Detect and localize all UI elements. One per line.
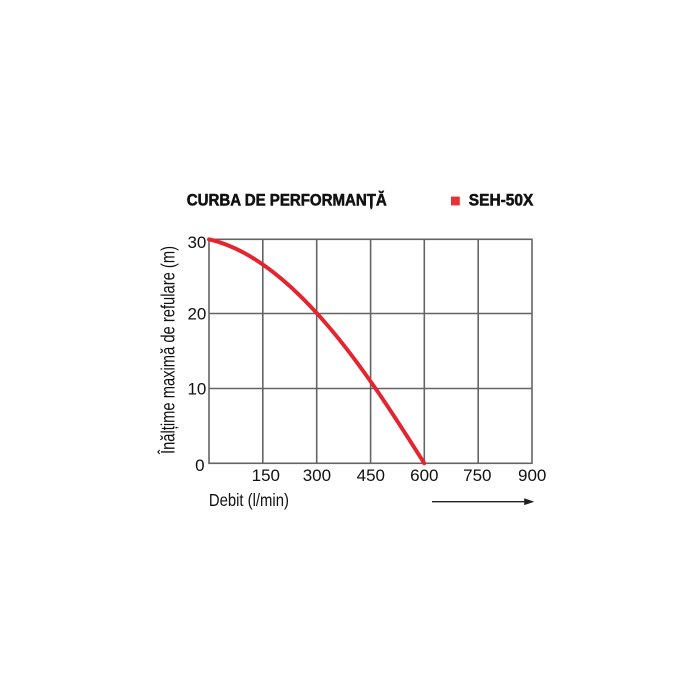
svg-text:300: 300 [303, 466, 331, 485]
svg-text:150: 150 [252, 466, 280, 485]
svg-text:Înălțime maximă de refulare (m: Înălțime maximă de refulare (m) [157, 246, 180, 455]
svg-text:10: 10 [187, 380, 206, 399]
svg-text:450: 450 [357, 466, 385, 485]
svg-text:900: 900 [518, 466, 546, 485]
svg-text:750: 750 [463, 466, 491, 485]
svg-text:Debit (l/min): Debit (l/min) [209, 490, 289, 510]
svg-text:SEH-50X: SEH-50X [469, 192, 534, 210]
svg-text:20: 20 [187, 305, 206, 324]
svg-text:600: 600 [410, 466, 438, 485]
svg-text:30: 30 [187, 233, 206, 252]
svg-text:0: 0 [195, 456, 204, 475]
svg-text:CURBA DE PERFORMANȚĂ: CURBA DE PERFORMANȚĂ [187, 191, 387, 210]
